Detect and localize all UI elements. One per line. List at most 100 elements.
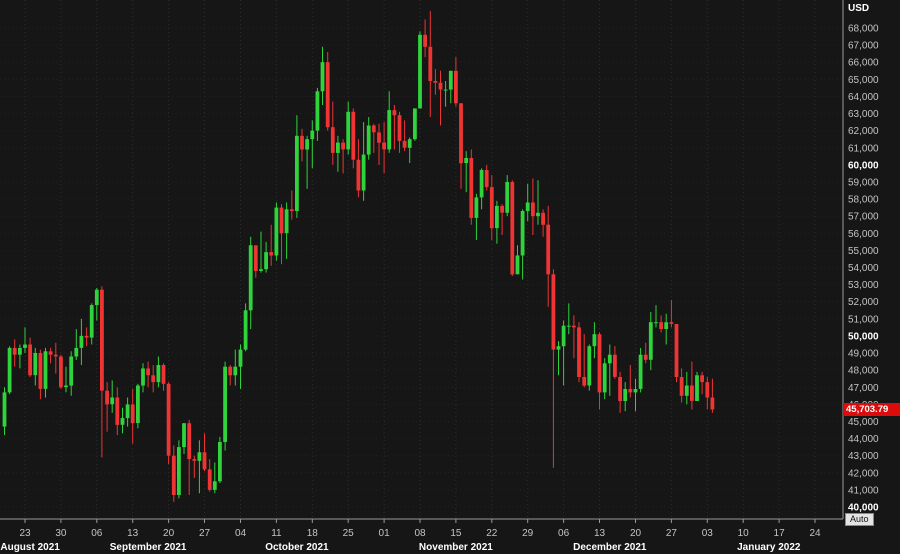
candle-body	[484, 170, 489, 188]
candle-body	[423, 34, 427, 47]
y-axis-label: 57,000	[848, 212, 879, 223]
candle-body	[546, 224, 551, 275]
candle-body	[566, 325, 571, 327]
y-axis-label: 66,000	[848, 58, 879, 69]
candle-body	[105, 390, 109, 405]
candle-body	[392, 110, 397, 116]
y-axis-label: 45,000	[848, 417, 879, 428]
candle-body	[336, 142, 340, 153]
candle-body	[305, 139, 309, 150]
candle-body	[300, 135, 304, 150]
x-axis-label: 20	[630, 528, 642, 539]
candle-body	[623, 389, 628, 401]
candle-body	[279, 207, 284, 234]
candle-body	[94, 289, 99, 306]
candle-body	[130, 404, 135, 424]
candle-body	[551, 274, 556, 350]
candle-body	[330, 127, 335, 153]
y-axis-label: 49,000	[848, 349, 879, 360]
candle-body	[69, 356, 74, 386]
y-axis-label: 62,000	[848, 126, 879, 137]
x-axis-label: 25	[343, 528, 355, 539]
candle-body	[536, 212, 540, 217]
candle-body	[561, 325, 566, 347]
candle-body	[515, 255, 520, 275]
candle-body	[705, 382, 710, 398]
candle-body	[218, 442, 222, 482]
candle-body	[654, 322, 658, 324]
candle-body	[64, 385, 68, 388]
candle-body	[407, 139, 412, 148]
x-axis-label: 06	[91, 528, 103, 539]
candle-body	[351, 111, 356, 160]
candle-body	[243, 310, 248, 350]
candle-body	[356, 159, 361, 191]
candle-body	[648, 322, 653, 360]
y-axis-label: 42,000	[848, 468, 879, 479]
candle-body	[397, 115, 402, 141]
x-axis-label: 30	[55, 528, 67, 539]
candle-body	[212, 481, 217, 490]
candle-body	[341, 142, 345, 150]
auto-scale-button[interactable]: Auto	[845, 513, 874, 526]
candle-body	[284, 209, 289, 234]
month-label: December 2021	[573, 542, 647, 553]
candle-body	[377, 132, 381, 143]
candle-body	[74, 347, 79, 357]
x-axis-label: 10	[738, 528, 750, 539]
candle-body	[520, 211, 525, 256]
candle-body	[136, 385, 140, 424]
candle-body	[248, 245, 253, 311]
y-axis-label: 44,000	[848, 434, 879, 445]
x-axis-label: 11	[271, 528, 282, 539]
y-axis-label: 61,000	[848, 143, 879, 154]
candle-body	[89, 305, 94, 338]
y-axis-label: 48,000	[848, 366, 879, 377]
x-axis-label: 27	[199, 528, 211, 539]
candle-body	[628, 389, 633, 393]
candle-body	[182, 423, 186, 448]
candle-body	[531, 202, 535, 217]
candle-body	[228, 366, 233, 376]
candle-body	[459, 103, 463, 164]
candle-body	[684, 385, 689, 396]
y-axis-label: 54,000	[848, 263, 879, 274]
candle-body	[346, 111, 351, 150]
candle-body	[274, 207, 279, 256]
x-axis-label: 18	[307, 528, 319, 539]
candle-body	[679, 377, 684, 396]
candle-body	[59, 356, 63, 388]
candle-body	[387, 110, 392, 150]
y-axis-label: 50,000	[848, 331, 879, 342]
candle-body	[7, 347, 12, 393]
candle-body	[402, 140, 407, 148]
y-axis-label: 56,000	[848, 229, 879, 240]
candle-body	[448, 70, 453, 90]
candle-body	[100, 289, 104, 391]
candle-body	[310, 130, 315, 140]
month-label: September 2021	[110, 542, 187, 553]
month-label: January 2022	[737, 542, 801, 553]
candle-body	[120, 418, 125, 425]
y-axis-unit-label: USD	[848, 3, 870, 14]
y-axis-label: 53,000	[848, 280, 879, 291]
x-axis-label: 13	[594, 528, 606, 539]
candle-body	[643, 354, 648, 360]
candle-body	[613, 354, 617, 377]
y-axis-label: 60,000	[848, 160, 879, 171]
candle-body	[141, 368, 145, 386]
x-axis-label: 03	[702, 528, 714, 539]
candle-body	[454, 70, 458, 104]
x-axis-label: 08	[414, 528, 426, 539]
x-axis-label: 04	[235, 528, 247, 539]
candle-body	[577, 327, 581, 377]
candle-body	[38, 353, 43, 389]
y-axis-label: 63,000	[848, 109, 879, 120]
y-axis-label: 51,000	[848, 314, 879, 325]
candle-body	[161, 365, 166, 384]
candle-body	[541, 212, 545, 225]
candle-body	[315, 91, 320, 131]
candle-body	[669, 322, 674, 324]
